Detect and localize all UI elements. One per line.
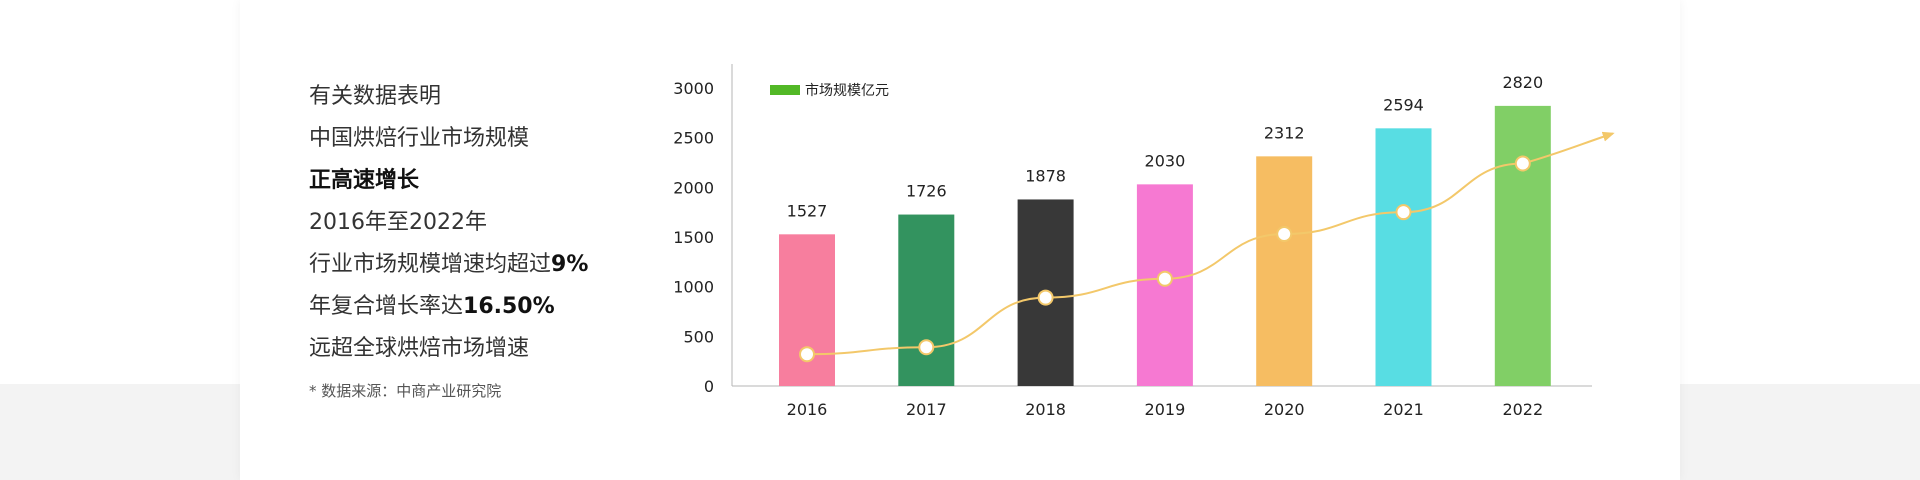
bar-value-label: 1527 — [787, 201, 828, 220]
trend-point — [799, 346, 815, 363]
y-tick-label: 2000 — [673, 178, 714, 197]
x-tick-label: 2020 — [1264, 400, 1305, 419]
y-tick-label: 1000 — [673, 278, 714, 297]
bar-value-label: 2312 — [1264, 123, 1305, 142]
bar — [898, 214, 955, 386]
bar — [779, 234, 835, 386]
legend-swatch — [770, 85, 800, 95]
content-card — [240, 0, 1680, 480]
bar-value-label: 2030 — [1145, 151, 1186, 170]
growth-rate-value: 9% — [551, 252, 589, 277]
bar-value-label: 1726 — [906, 182, 947, 201]
summary-line-1: 有关数据表明 — [309, 84, 442, 109]
trend-point — [1514, 155, 1531, 172]
x-tick-label: 2017 — [906, 400, 947, 419]
legend-label: 市场规模亿元 — [805, 82, 889, 99]
summary-line-5-text: 行业市场规模增速均超过 — [309, 252, 552, 277]
summary-line-7: 远超全球烘焙市场增速 — [309, 336, 530, 361]
trend-point — [1037, 289, 1054, 306]
bar — [1256, 156, 1313, 386]
bar-value-label: 2820 — [1502, 73, 1543, 92]
summary-line-6-text: 年复合增长率达 — [309, 294, 464, 319]
data-source-note: * 数据来源：中商产业研究院 — [309, 382, 502, 400]
y-tick-label: 500 — [683, 327, 714, 346]
trend-point — [1276, 226, 1293, 243]
summary-line-5: 行业市场规模增速均超过9% — [309, 244, 588, 286]
trend-point — [918, 339, 935, 356]
summary-line-3: 正高速增长 — [309, 168, 420, 193]
bar-value-label: 1878 — [1025, 166, 1066, 185]
bar — [1494, 105, 1551, 386]
summary-line-6: 年复合增长率达16.50% — [309, 286, 588, 328]
x-tick-label: 2016 — [787, 400, 828, 419]
x-tick-label: 2022 — [1502, 400, 1543, 419]
trend-line — [806, 131, 1615, 356]
y-tick-label: 1500 — [673, 228, 714, 247]
cagr-value: 16.50% — [463, 294, 555, 319]
bar-value-label: 2594 — [1383, 95, 1424, 114]
trend-point — [1156, 270, 1173, 287]
summary-line-2: 中国烘焙行业市场规模 — [309, 126, 530, 151]
summary-line-4: 2016年至2022年 — [309, 210, 487, 235]
summary-text: 有关数据表明 中国烘焙行业市场规模 正高速增长 2016年至2022年 行业市场… — [309, 76, 588, 370]
x-tick-label: 2019 — [1145, 400, 1186, 419]
x-tick-label: 2021 — [1383, 400, 1424, 419]
market-size-bar-chart: 0 500 1000 1500 2000 2500 3000 2016 2017 2018 2019… — [673, 64, 1615, 419]
trend-point — [1395, 204, 1412, 221]
y-tick-label: 3000 — [673, 79, 714, 98]
y-tick-label: 0 — [704, 377, 714, 396]
x-tick-label: 2018 — [1025, 400, 1066, 419]
bar — [1375, 128, 1432, 386]
y-tick-label: 2500 — [673, 129, 714, 148]
